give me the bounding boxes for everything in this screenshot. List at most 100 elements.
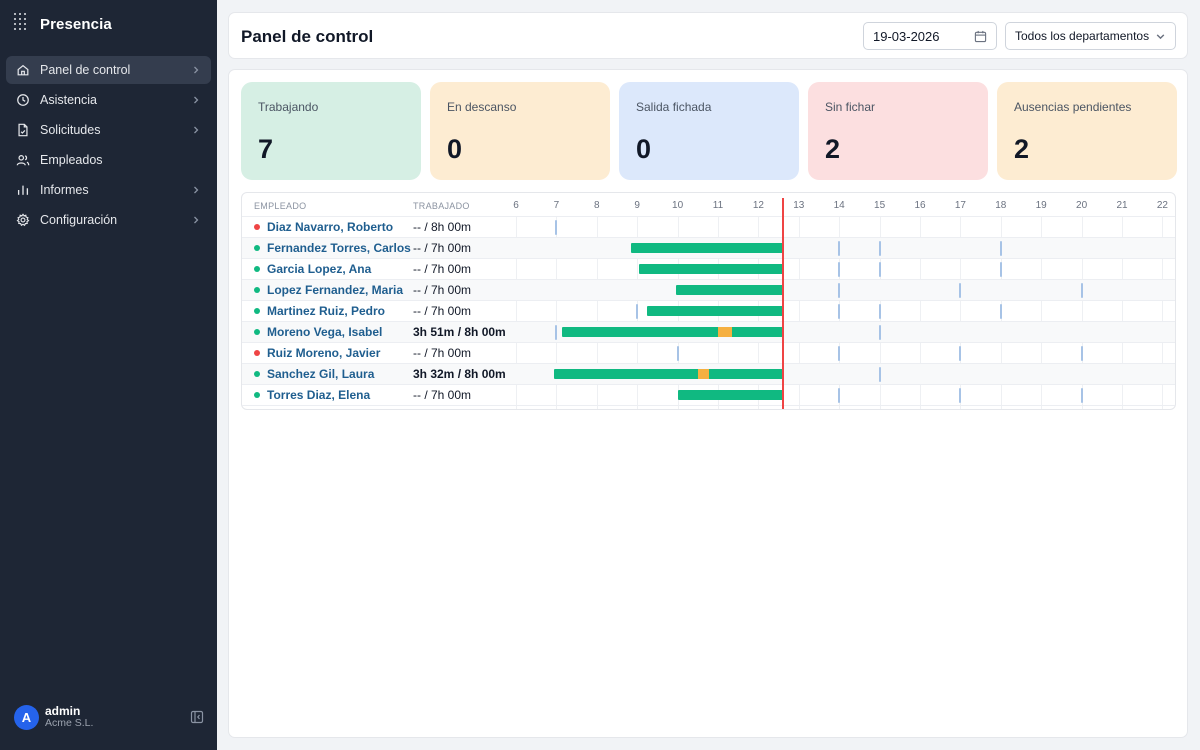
work-bar[interactable] (554, 369, 783, 379)
table-row[interactable]: Garcia Lopez, Ana -- / 7h 00m (242, 259, 1175, 280)
hour-grid-line (798, 217, 800, 409)
worked-hours: -- / 8h 00m (413, 220, 472, 234)
hour-label: 20 (1076, 200, 1088, 211)
chevron-down-icon (1156, 33, 1165, 39)
schedule-marker (999, 241, 1002, 256)
hour-grid-line (1162, 217, 1164, 409)
stat-card-sin-fichar[interactable]: Sin fichar 2 (808, 82, 988, 180)
sidebar-item-panel-de-control[interactable]: Panel de control (6, 56, 211, 84)
employee-name-link[interactable]: Torres Diaz, Elena (267, 388, 371, 402)
chart-icon (16, 183, 30, 197)
hour-label: 14 (833, 200, 845, 211)
schedule-marker (676, 346, 679, 361)
sidebar-item-empleados[interactable]: Empleados (6, 146, 211, 174)
stat-label: Salida fichada (636, 100, 712, 114)
schedule-marker (959, 388, 962, 403)
schedule-marker (878, 325, 881, 340)
sidebar-item-informes[interactable]: Informes (6, 176, 211, 204)
stat-card-salida-fichada[interactable]: Salida fichada 0 (619, 82, 799, 180)
schedule-marker (878, 241, 881, 256)
table-row[interactable]: Sanchez Gil, Laura 3h 32m / 8h 00m (242, 364, 1175, 385)
hour-label: 7 (553, 200, 560, 211)
work-bar[interactable] (675, 285, 783, 295)
user-info: admin Acme S.L. (45, 705, 190, 729)
table-row[interactable]: Martinez Ruiz, Pedro -- / 7h 00m (242, 301, 1175, 322)
attendance-timeline: EMPLEADO TRABAJADO 6 7 8 9 10 11 12 13 14 15 16 17 1… (241, 192, 1176, 410)
employee-name-link[interactable]: Garcia Lopez, Ana (267, 262, 372, 276)
schedule-marker (1080, 346, 1083, 361)
collapse-sidebar-icon[interactable] (190, 710, 204, 724)
stat-value: 0 (447, 134, 463, 164)
user-profile[interactable]: A admin Acme S.L. (14, 704, 204, 730)
logo-icon (14, 13, 30, 35)
current-time-line (781, 198, 784, 409)
page-header: Panel de control 19-03-2026 Todos los de… (228, 12, 1188, 59)
work-bar[interactable] (677, 390, 783, 400)
avatar[interactable]: A (14, 704, 39, 730)
employee-name-link[interactable]: Ruiz Moreno, Javier (267, 346, 381, 360)
hour-label: 22 (1156, 200, 1168, 211)
work-bar[interactable] (631, 243, 783, 253)
schedule-marker (636, 304, 639, 319)
timeline-header: EMPLEADO TRABAJADO 6 7 8 9 10 11 12 13 14 15 16 17 1… (242, 193, 1175, 217)
sidebar-item-label: Panel de control (40, 63, 131, 77)
table-row[interactable]: Fernandez Torres, Carlos -- / 7h 00m (242, 238, 1175, 259)
hour-grid-line (516, 217, 517, 409)
stat-label: Ausencias pendientes (1014, 100, 1132, 114)
sidebar-item-configuracion[interactable]: Configuración (6, 206, 211, 234)
user-name: admin (45, 704, 81, 719)
stat-card-trabajando[interactable]: Trabajando 7 (241, 82, 421, 180)
schedule-marker (555, 325, 558, 340)
work-bar[interactable] (647, 306, 783, 316)
stat-label: Trabajando (258, 100, 319, 114)
table-row[interactable]: Diaz Navarro, Roberto -- / 8h 00m (242, 217, 1175, 238)
table-row[interactable]: Moreno Vega, Isabel 3h 51m / 8h 00m (242, 322, 1175, 343)
stat-card-ausencias-pendientes[interactable]: Ausencias pendientes 2 (997, 82, 1177, 180)
home-icon (16, 63, 30, 77)
schedule-marker (838, 346, 841, 361)
status-dot (254, 224, 260, 230)
sidebar-item-label: Empleados (40, 153, 103, 167)
date-value: 19-03-2026 (873, 28, 940, 44)
sidebar-item-label: Asistencia (40, 93, 97, 107)
status-dot (254, 266, 260, 272)
employee-name-link[interactable]: Fernandez Torres, Carlos (267, 241, 411, 255)
hour-label: 10 (672, 200, 684, 211)
table-row[interactable]: Ruiz Moreno, Javier -- / 7h 00m (242, 343, 1175, 364)
stat-label: Sin fichar (825, 100, 876, 114)
employee-name-link[interactable]: Lopez Fernandez, Maria (267, 283, 404, 297)
hour-label: 6 (513, 200, 519, 211)
work-bar[interactable] (562, 327, 783, 337)
stat-value: 7 (258, 134, 274, 164)
table-row[interactable]: Lopez Fernandez, Maria -- / 7h 00m (242, 280, 1175, 301)
employee-name-link[interactable]: Moreno Vega, Isabel (267, 325, 383, 339)
break-bar[interactable] (697, 369, 710, 379)
work-bar[interactable] (639, 264, 783, 274)
brand[interactable]: Presencia (14, 12, 112, 36)
sidebar: Presencia Panel de control Asistencia So… (0, 0, 217, 750)
break-bar[interactable] (718, 327, 733, 337)
employee-name-link[interactable]: Diaz Navarro, Roberto (267, 220, 394, 234)
chevron-right-icon (194, 66, 199, 74)
user-org: Acme S.L. (45, 716, 94, 729)
stat-card-en-descanso[interactable]: En descanso 0 (430, 82, 610, 180)
chevron-right-icon (194, 126, 199, 134)
sidebar-item-solicitudes[interactable]: Solicitudes (6, 116, 211, 144)
hour-label: 19 (1035, 200, 1047, 211)
dashboard-panel: Trabajando 7 En descanso 0 Salida fichad… (228, 69, 1188, 738)
calendar-icon[interactable] (974, 30, 987, 43)
employee-name-link[interactable]: Sanchez Gil, Laura (267, 367, 375, 381)
date-picker[interactable]: 19-03-2026 (863, 22, 997, 50)
worked-hours: -- / 7h 00m (413, 346, 472, 360)
employee-name-link[interactable]: Martinez Ruiz, Pedro (267, 304, 386, 318)
hour-label: 8 (594, 200, 600, 211)
hour-grid-line (1081, 217, 1083, 409)
sidebar-item-asistencia[interactable]: Asistencia (6, 86, 211, 114)
hour-label: 12 (752, 200, 764, 211)
hour-grid-line (1041, 217, 1043, 409)
app-name: Presencia (40, 15, 112, 33)
hour-grid-line (1122, 217, 1123, 409)
department-select[interactable]: Todos los departamentos (1005, 22, 1176, 50)
status-dot (254, 287, 260, 293)
table-row[interactable]: Torres Diaz, Elena -- / 7h 00m (242, 385, 1175, 406)
